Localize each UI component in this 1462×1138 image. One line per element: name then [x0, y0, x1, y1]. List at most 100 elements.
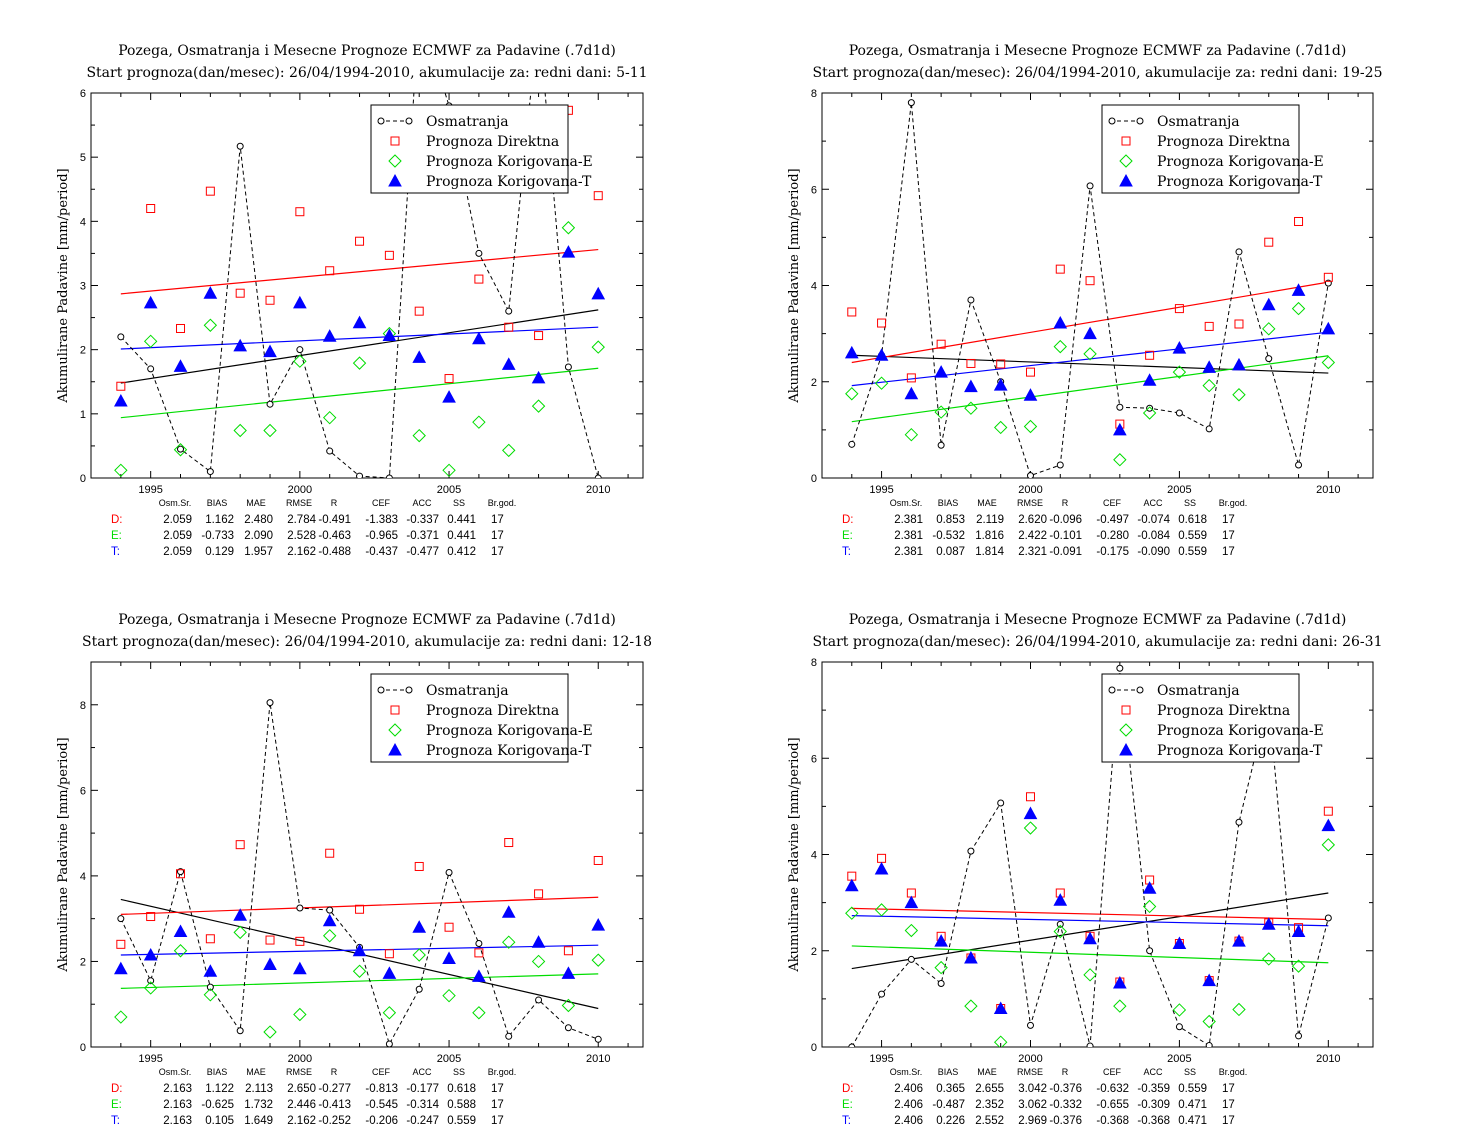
y-tick-label: 8 — [811, 657, 817, 669]
stats-value: -0.413 — [318, 1099, 351, 1111]
trend-line — [851, 915, 1329, 927]
stats-row-label: T: — [111, 1115, 120, 1127]
stats-value: -0.332 — [1049, 1099, 1082, 1111]
data-point — [964, 379, 978, 393]
legend-label: Prognoza Korigovana-T — [426, 174, 592, 190]
data-point — [173, 359, 188, 372]
legend-box — [370, 673, 569, 763]
legend-marker — [390, 136, 400, 146]
stats-header: MAE — [246, 1067, 266, 1077]
stats-value: -0.813 — [365, 1083, 398, 1095]
data-point — [1023, 388, 1038, 401]
data-point — [964, 950, 978, 964]
stats-header: BIAS — [207, 498, 228, 508]
y-tick-label: 8 — [80, 700, 86, 712]
stats-header: ACC — [1143, 498, 1163, 508]
x-tick-label: 2000 — [1018, 1053, 1042, 1065]
data-point — [591, 953, 605, 967]
data-point — [173, 443, 188, 457]
data-point — [472, 415, 486, 429]
data-point — [1291, 959, 1306, 973]
data-point — [877, 853, 887, 863]
stats-value: 17 — [491, 1083, 504, 1095]
stats-header: ACC — [1143, 1067, 1163, 1077]
data-point — [263, 344, 277, 358]
data-point — [352, 315, 367, 329]
y-tick-label: 5 — [80, 152, 86, 164]
data-point — [874, 348, 889, 361]
data-point — [937, 979, 945, 987]
stats-row-label: E: — [842, 530, 853, 542]
data-point — [116, 381, 126, 391]
stats-value: -0.359 — [1137, 1083, 1170, 1095]
data-point — [845, 906, 859, 920]
data-point — [1083, 326, 1097, 340]
data-point — [472, 969, 486, 982]
data-point — [966, 358, 976, 368]
stats-value: -0.074 — [1137, 514, 1170, 526]
chart-subtitle: Start prognoza(dan/mesec): 26/04/1994-20… — [813, 65, 1383, 81]
legend-marker — [388, 173, 402, 187]
data-point — [1053, 893, 1068, 906]
y-tick-label: 3 — [80, 281, 86, 293]
data-point — [322, 410, 337, 425]
y-tick-label: 4 — [80, 871, 86, 883]
data-point — [564, 363, 572, 371]
y-tick-label: 2 — [80, 345, 86, 357]
data-point — [904, 427, 919, 442]
x-tick-label: 2000 — [1018, 484, 1042, 496]
data-point — [1146, 404, 1154, 412]
stats-value: -0.491 — [318, 514, 351, 526]
y-tick-label: 6 — [80, 785, 86, 797]
stats-row-label: E: — [842, 1099, 853, 1111]
data-point — [1321, 321, 1336, 335]
plot-area — [113, 93, 606, 478]
data-point — [326, 447, 334, 455]
data-point — [293, 354, 307, 368]
y-tick-label: 0 — [80, 1042, 86, 1054]
legend-box — [370, 104, 569, 194]
stats-header: R — [331, 1067, 338, 1077]
stats-value: 17 — [1222, 1099, 1235, 1111]
data-point — [1053, 924, 1067, 939]
chart-panel: Pozega, Osmatranja i Mesecne Prognoze EC… — [56, 43, 648, 558]
stats-value: 2.381 — [894, 546, 923, 558]
stats-value: 2.406 — [894, 1099, 923, 1111]
data-point — [384, 949, 394, 959]
y-axis-label: Akumulirane Padavine [mm/period] — [787, 168, 802, 403]
trend-line — [851, 331, 1329, 387]
stats-value: -0.206 — [365, 1115, 398, 1127]
data-point — [1175, 1023, 1183, 1031]
stats-value: 0.559 — [1178, 1083, 1207, 1095]
x-tick-label: 1995 — [869, 1053, 893, 1065]
data-point — [444, 374, 454, 384]
stats-value: 0.618 — [1178, 514, 1207, 526]
trend-line — [851, 945, 1329, 964]
y-tick-label: 0 — [811, 1042, 817, 1054]
data-point — [504, 322, 514, 332]
stats-value: -0.532 — [932, 530, 965, 542]
stats-value: 17 — [1222, 530, 1235, 542]
data-point — [176, 869, 186, 879]
stats-value: -0.309 — [1137, 1099, 1170, 1111]
stats-row-label: D: — [111, 514, 123, 526]
stats-value: -0.376 — [1049, 1115, 1082, 1127]
legend-marker — [390, 705, 400, 715]
x-tick-label: 2005 — [1167, 1053, 1191, 1065]
legend-marker — [1121, 136, 1131, 146]
data-point — [147, 365, 155, 373]
stats-value: 17 — [491, 514, 504, 526]
legend-marker — [377, 117, 385, 125]
data-point — [412, 350, 427, 363]
legend-label: Prognoza Direktna — [426, 134, 559, 150]
stats-value: 0.441 — [447, 514, 476, 526]
stats-value: 2.528 — [287, 530, 316, 542]
stats-value: 3.062 — [1018, 1099, 1047, 1111]
data-point — [205, 186, 215, 196]
data-point — [1116, 403, 1124, 411]
data-point — [874, 376, 889, 390]
legend-marker — [1119, 742, 1133, 756]
data-point — [564, 1024, 572, 1032]
x-tick-label: 1995 — [869, 484, 893, 496]
chart-subtitle: Start prognoza(dan/mesec): 26/04/1994-20… — [86, 65, 647, 81]
